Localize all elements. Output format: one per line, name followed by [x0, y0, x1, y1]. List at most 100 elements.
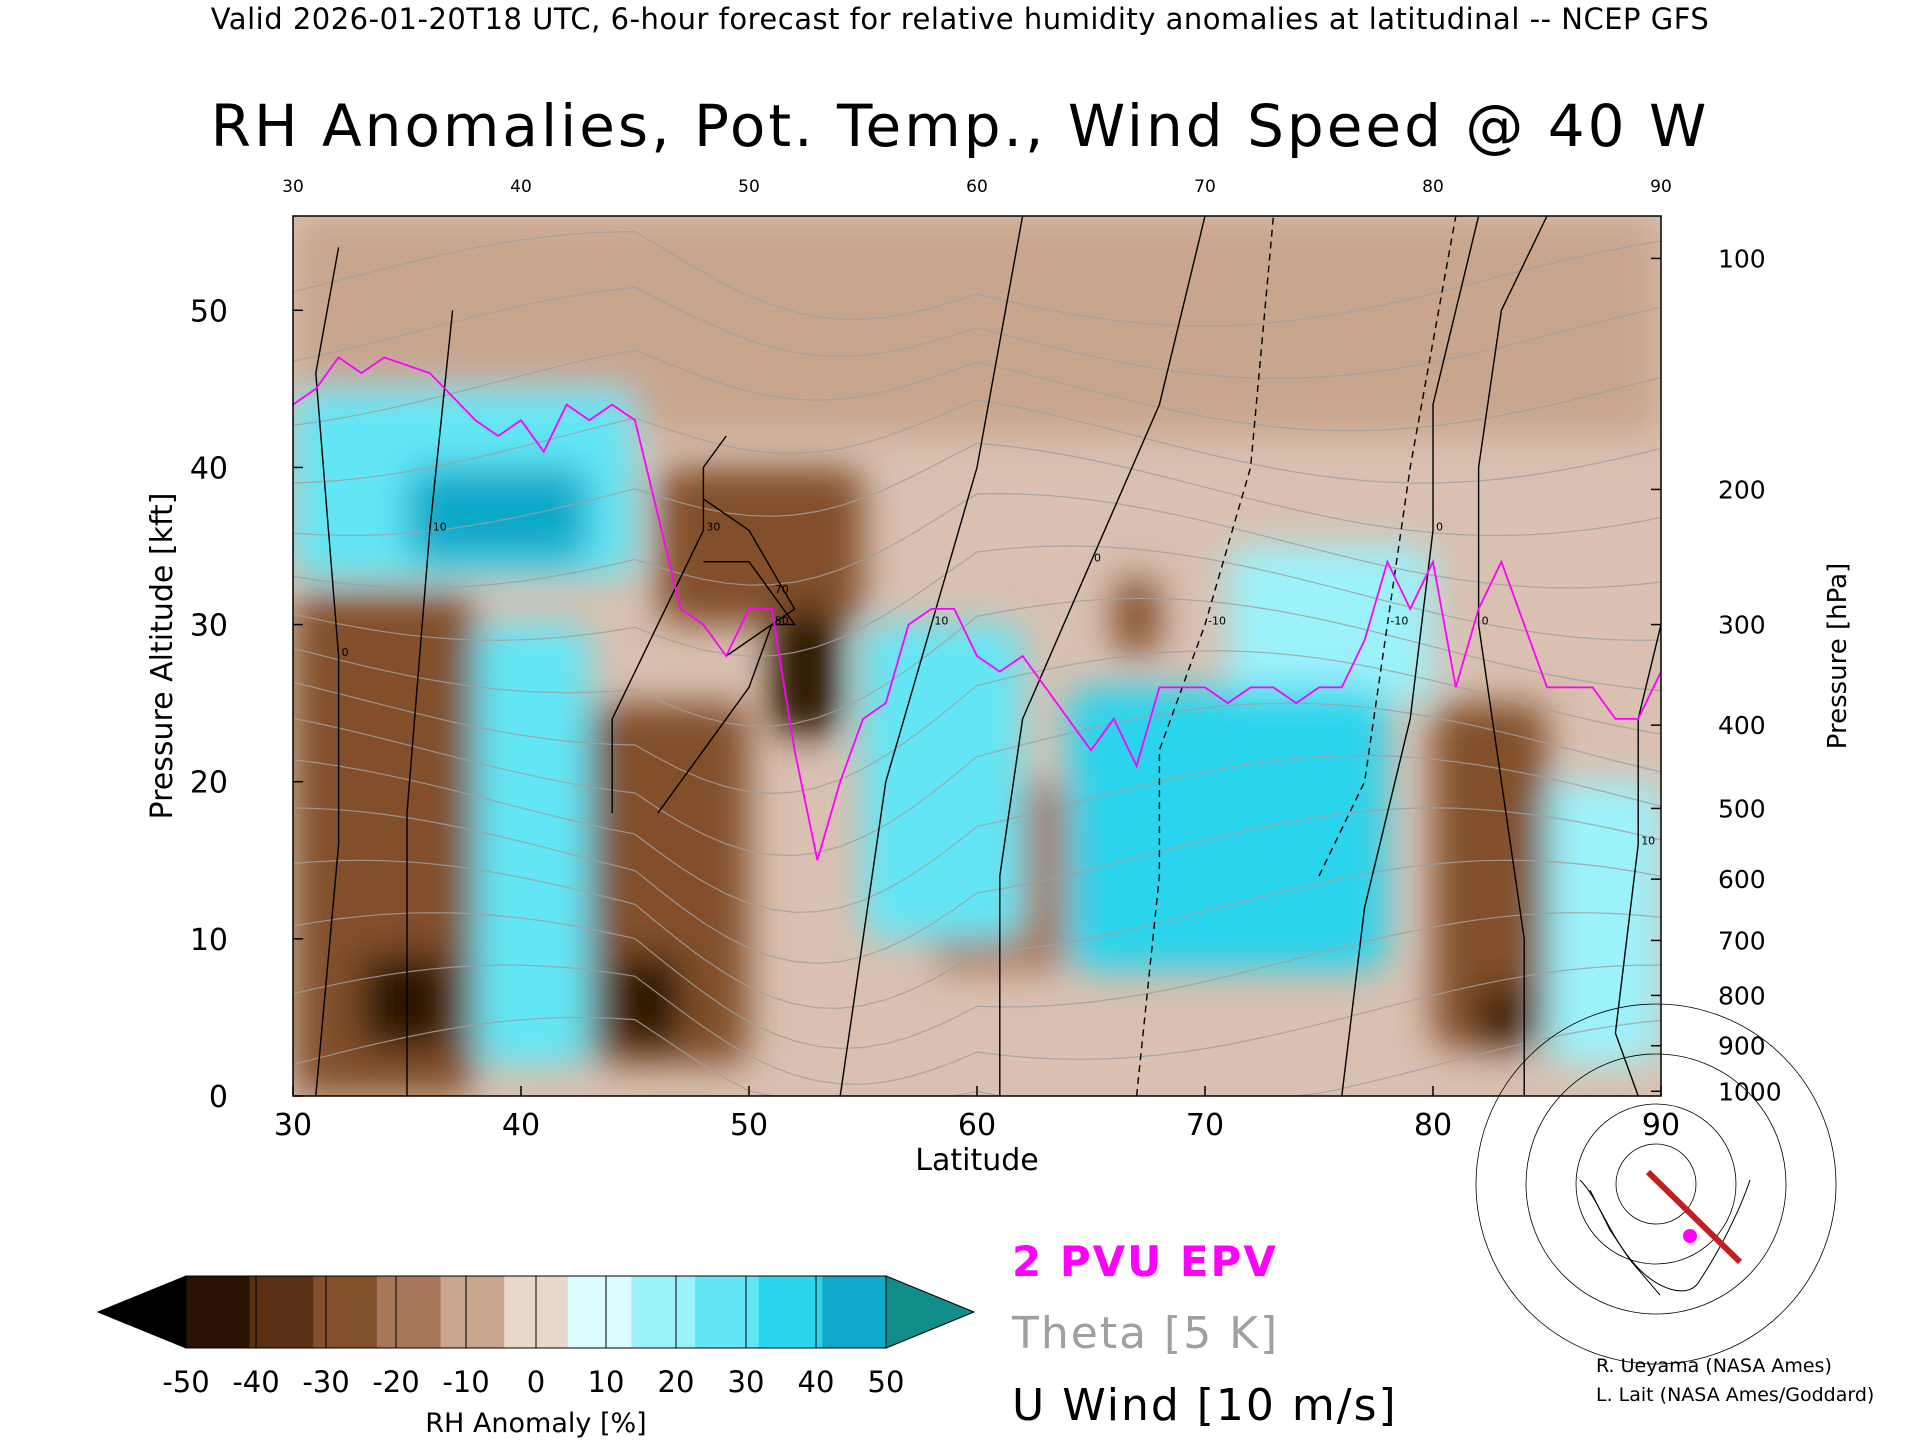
colorbar-segment — [186, 1276, 251, 1348]
u-wind-contour-label: 10 — [934, 615, 948, 628]
u-wind-contours: 0 10 30 50 70 10 0 0 -10 -10 0 10 — [315, 216, 1661, 1096]
legend: 2 PVU EPV Theta [5 K] U Wind [10 m/s] — [1011, 1237, 1398, 1431]
location-map — [1475, 1003, 1837, 1365]
u-wind-contour-line — [1477, 216, 1548, 1096]
pressure-tick-label: 700 — [1718, 926, 1766, 955]
map-graticule-circle — [1575, 1103, 1737, 1265]
x-tick-label: 40 — [502, 1108, 540, 1143]
x-top-tick-label: 40 — [510, 177, 532, 197]
map-graticule-circle — [1525, 1053, 1787, 1315]
u-wind-contour-label: 10 — [1641, 835, 1655, 848]
x-tick-label: 70 — [1186, 1108, 1224, 1143]
theta-contour-line — [293, 754, 1661, 913]
x-tick-label: 30 — [274, 1108, 312, 1143]
map-coastline — [1579, 1179, 1751, 1292]
rh-anomaly-cell — [407, 467, 590, 562]
pressure-tick-label: 100 — [1718, 244, 1766, 273]
rh-anomaly-cell — [1227, 546, 1433, 704]
epv-2pvu-line — [293, 356, 1661, 861]
colorbar-segment — [758, 1276, 823, 1348]
pressure-tick-label: 200 — [1718, 475, 1766, 504]
legend-entry: U Wind [10 m/s] — [1012, 1380, 1398, 1431]
u-wind-contour-label: 30 — [706, 520, 720, 533]
map-coastline — [1589, 1189, 1661, 1296]
colorbar-tick-label: -40 — [232, 1365, 279, 1399]
theta-contour-line — [293, 807, 1661, 965]
theta-contour-line — [293, 597, 1661, 727]
colorbar-label: RH Anomaly [%] — [425, 1408, 646, 1439]
theta-contours — [293, 231, 1661, 1096]
map-section-line — [1645, 1169, 1743, 1265]
u-wind-contour-line — [1614, 624, 1661, 1096]
u-wind-contour-label: 10 — [433, 520, 447, 533]
credit-line-2: L. Lait (NASA Ames/Goddard) — [1596, 1384, 1875, 1406]
u-wind-contour-line — [611, 435, 727, 814]
colorbar-tick-label: 0 — [527, 1365, 545, 1399]
epv-2pvu-contour — [293, 356, 1661, 861]
pressure-tick-label: 800 — [1718, 981, 1766, 1010]
rh-anomaly-field — [293, 216, 1661, 1096]
u-wind-contour-line — [703, 561, 796, 657]
theta-contour-line — [293, 286, 1661, 380]
rh-anomaly-cell — [1547, 781, 1661, 1065]
u-wind-contour-label: 0 — [1436, 520, 1443, 533]
x-tick-label: 60 — [958, 1108, 996, 1143]
map-graticule-circle — [1475, 1003, 1837, 1365]
pressure-tick-label: 1000 — [1718, 1077, 1782, 1106]
theta-contour-line — [293, 912, 1661, 1050]
rh-anomaly-cell — [1433, 703, 1547, 1049]
plot-area: 0 10 30 50 70 10 0 0 -10 -10 0 10 — [292, 215, 1662, 1097]
theta-contour-line — [293, 964, 1661, 1085]
u-wind-contour-label: 0 — [1094, 552, 1101, 565]
y-tick-label: 50 — [190, 294, 228, 329]
colorbar-segment — [249, 1276, 314, 1348]
u-wind-contour-line — [1341, 216, 1480, 1096]
x-axis-label: Latitude — [915, 1143, 1038, 1178]
rh-anomaly-cell — [1068, 687, 1388, 971]
theta-contour-line — [293, 545, 1661, 657]
forecast-caption: Valid 2026-01-20T18 UTC, 6-hour forecast… — [210, 2, 1710, 36]
y-tick-label: 30 — [190, 609, 228, 644]
x-top-tick-label: 80 — [1422, 177, 1444, 197]
y-tick-label: 0 — [209, 1080, 228, 1115]
x-top-tick-label: 60 — [966, 177, 988, 197]
colorbar-segment — [313, 1276, 378, 1348]
map-graticule-circle — [1615, 1143, 1697, 1225]
colorbar-tick-label: 20 — [658, 1365, 695, 1399]
colorbar-tick-label: 30 — [728, 1365, 765, 1399]
rh-anomaly-cell — [771, 608, 841, 735]
colorbar-segment — [695, 1276, 760, 1348]
y-tick-label: 10 — [190, 923, 228, 958]
map-frame — [1560, 1168, 1756, 1316]
theta-contour-line — [293, 702, 1661, 857]
x-top-tick-label: 30 — [282, 177, 304, 197]
legend-entry: 2 PVU EPV — [1012, 1237, 1278, 1286]
u-wind-contour-line — [999, 216, 1206, 1096]
colorbar-segment — [631, 1276, 696, 1348]
colorbar-tick-label: 10 — [588, 1365, 625, 1399]
legend-entry: Theta [5 K] — [1011, 1308, 1279, 1359]
colorbar-tick-label: -20 — [372, 1365, 419, 1399]
colorbar-segment — [822, 1276, 887, 1348]
rh-anomaly-cell — [657, 467, 863, 625]
pressure-tick-label: 600 — [1718, 865, 1766, 894]
colorbar-frame — [185, 1275, 887, 1349]
x-tick-label: 50 — [730, 1108, 768, 1143]
u-wind-contour-label: 70 — [775, 583, 789, 596]
rh-anomaly-cell — [863, 624, 1023, 939]
rh-anomaly-cell — [612, 954, 681, 1049]
colorbar-tick-label: 40 — [798, 1365, 835, 1399]
colorbar-tick-label: 50 — [868, 1365, 905, 1399]
colorbar-tick-label: -10 — [442, 1365, 489, 1399]
u-wind-contour-label: 0 — [1482, 615, 1489, 628]
colorbar: -50 -40 -30 -20 -10 0 10 20 30 40 50 RH Anomaly [%] — [96, 1275, 976, 1439]
colorbar-tick-label: -30 — [302, 1365, 349, 1399]
theta-contour-line — [293, 492, 1661, 589]
x-top-tick-label: 90 — [1650, 177, 1672, 197]
colorbar-max-arrow — [885, 1275, 976, 1349]
x-top-tick-label: 50 — [738, 177, 760, 197]
rh-anomaly-cell — [293, 216, 1661, 436]
x-tick-label: 90 — [1642, 1108, 1680, 1143]
